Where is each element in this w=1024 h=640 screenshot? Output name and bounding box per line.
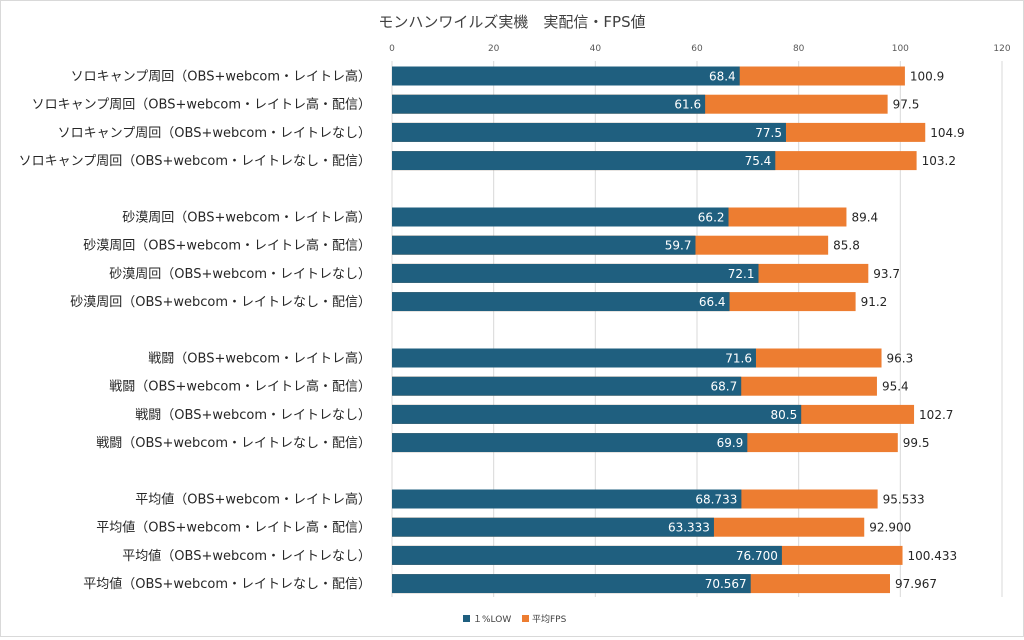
category-label: 戦闘（OBS+webcom・レイトレなし） (135, 408, 371, 423)
category-label: 平均値（OBS+webcom・レイトレ高・配信） (96, 520, 371, 536)
category-label: ソロキャンプ周回（OBS+webcom・レイトレ高） (71, 69, 371, 85)
data-label-average-fps: 95.533 (883, 493, 925, 507)
data-label-1pct-low: 71.6 (725, 352, 752, 366)
bar-1pct-low (392, 574, 751, 594)
data-label-average-fps: 91.2 (861, 295, 888, 309)
bar-1pct-low (392, 292, 730, 312)
bar-1pct-low (392, 122, 786, 142)
data-label-1pct-low: 76.700 (736, 549, 778, 563)
bar-1pct-low (392, 207, 729, 227)
gridlines (391, 61, 1003, 597)
data-label-1pct-low: 68.4 (709, 70, 736, 84)
bar-1pct-low (392, 94, 706, 114)
data-label-average-fps: 100.9 (910, 70, 944, 84)
chart-title: モンハンワイルズ実機 実配信・FPS値 (378, 13, 645, 31)
data-label-1pct-low: 66.2 (698, 211, 725, 225)
category-labels: ソロキャンプ周回（OBS+webcom・レイトレ高） ソロキャンプ周回（OBS+w… (19, 69, 371, 593)
bar-1pct-low (392, 433, 748, 453)
data-label-average-fps: 92.900 (869, 521, 911, 535)
category-label: 砂漠周回（OBS+webcom・レイトレなし・配信） (70, 295, 371, 310)
category-label: ソロキャンプ周回（OBS+webcom・レイトレ高・配信） (32, 97, 371, 113)
bar-1pct-low (392, 263, 759, 283)
bar-1pct-low (392, 376, 742, 396)
bar-1pct-low (392, 66, 740, 86)
category-label: 砂漠周回（OBS+webcom・レイトレ高） (122, 210, 371, 226)
data-label-average-fps: 97.5 (893, 98, 920, 112)
data-label-1pct-low: 75.4 (745, 154, 772, 168)
data-label-average-fps: 103.2 (922, 154, 956, 168)
legend-label-average-fps: 平均FPS (532, 613, 567, 625)
data-label-average-fps: 89.4 (851, 211, 878, 225)
bar-1pct-low (392, 489, 742, 509)
category-label: ソロキャンプ周回（OBS+webcom・レイトレなし） (58, 126, 371, 141)
data-label-1pct-low: 80.5 (770, 408, 797, 422)
category-label: 戦闘（OBS+webcom・レイトレなし・配信） (96, 436, 371, 451)
bars: 68.4 100.9 61.6 97.5 77.5 104.9 75.4 103.2 66.2 8… (392, 66, 965, 594)
x-axis-ticks: 0 20 40 60 80 100 120 (389, 44, 1011, 54)
data-label-average-fps: 100.433 (908, 549, 958, 563)
data-label-average-fps: 102.7 (919, 408, 953, 422)
bar-1pct-low (392, 235, 696, 255)
data-label-average-fps: 96.3 (887, 352, 914, 366)
legend: １%LOW 平均FPS (463, 613, 567, 625)
bar-1pct-low (392, 404, 802, 424)
x-tick-label: 80 (793, 44, 805, 54)
category-label: 平均値（OBS+webcom・レイトレ高） (135, 492, 371, 508)
data-label-1pct-low: 61.6 (674, 98, 701, 112)
data-label-1pct-low: 63.333 (668, 521, 710, 535)
data-label-1pct-low: 59.7 (665, 239, 692, 253)
category-label: 砂漠周回（OBS+webcom・レイトレ高・配信） (83, 238, 371, 254)
bar-1pct-low (392, 545, 782, 565)
data-label-average-fps: 93.7 (873, 267, 900, 281)
x-tick-label: 40 (590, 44, 602, 54)
data-label-1pct-low: 68.733 (695, 493, 737, 507)
category-label: 平均値（OBS+webcom・レイトレなし） (122, 548, 371, 564)
x-tick-label: 20 (488, 44, 500, 54)
data-label-1pct-low: 72.1 (728, 267, 755, 281)
data-label-1pct-low: 69.9 (717, 436, 744, 450)
category-label: 平均値（OBS+webcom・レイトレなし・配信） (83, 576, 371, 592)
bar-1pct-low (392, 348, 756, 368)
data-label-average-fps: 99.5 (903, 436, 930, 450)
category-label: 戦闘（OBS+webcom・レイトレ高） (148, 351, 371, 367)
data-label-1pct-low: 77.5 (755, 126, 782, 140)
data-label-1pct-low: 68.7 (711, 380, 738, 394)
x-tick-label: 100 (892, 44, 909, 54)
category-label: ソロキャンプ周回（OBS+webcom・レイトレなし・配信） (19, 154, 371, 169)
data-label-average-fps: 95.4 (882, 380, 909, 394)
legend-swatch-average-fps (522, 615, 529, 622)
x-tick-label: 0 (389, 44, 395, 54)
data-label-average-fps: 104.9 (930, 126, 964, 140)
bar-1pct-low (392, 517, 714, 537)
data-label-1pct-low: 70.567 (705, 577, 747, 591)
x-tick-label: 60 (691, 44, 703, 54)
legend-swatch-1pct-low (463, 615, 470, 622)
category-label: 砂漠周回（OBS+webcom・レイトレなし） (109, 267, 371, 282)
data-label-average-fps: 85.8 (833, 239, 860, 253)
legend-label-1pct-low: １%LOW (473, 615, 511, 625)
category-label: 戦闘（OBS+webcom・レイトレ高・配信） (109, 379, 371, 395)
data-label-1pct-low: 66.4 (699, 295, 726, 309)
data-label-average-fps: 97.967 (895, 577, 937, 591)
x-tick-label: 120 (993, 44, 1010, 54)
bar-1pct-low (392, 151, 776, 171)
